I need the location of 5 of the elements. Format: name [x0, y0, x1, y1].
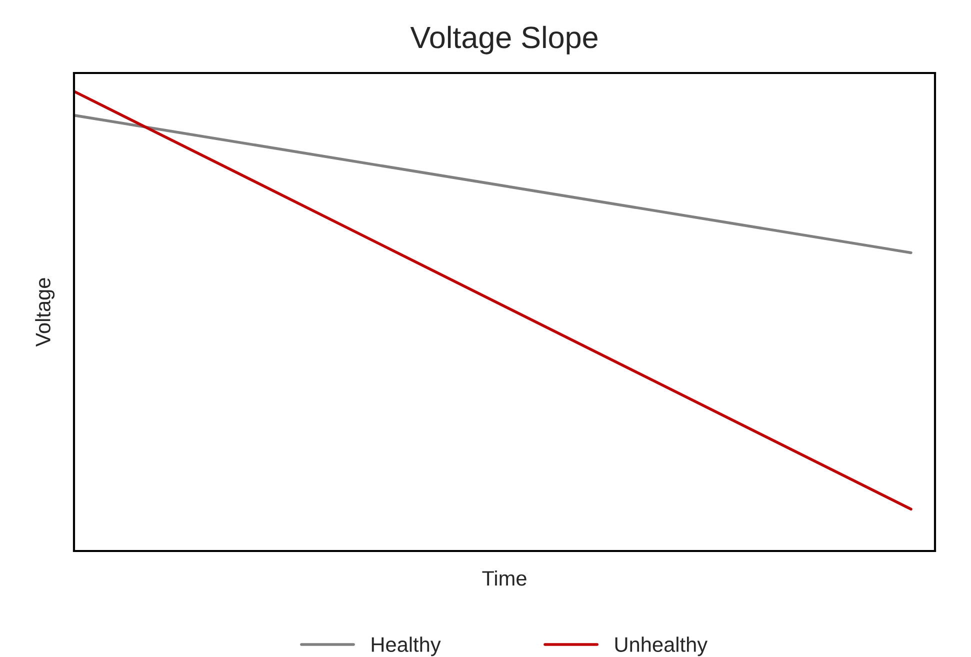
legend-label: Healthy: [372, 636, 441, 656]
x-axis-title: Time: [482, 570, 526, 586]
chart-title: Voltage Slope: [410, 26, 598, 54]
y-axis-title: Voltage: [35, 278, 55, 347]
legend-label: Unhealthy: [615, 636, 708, 656]
